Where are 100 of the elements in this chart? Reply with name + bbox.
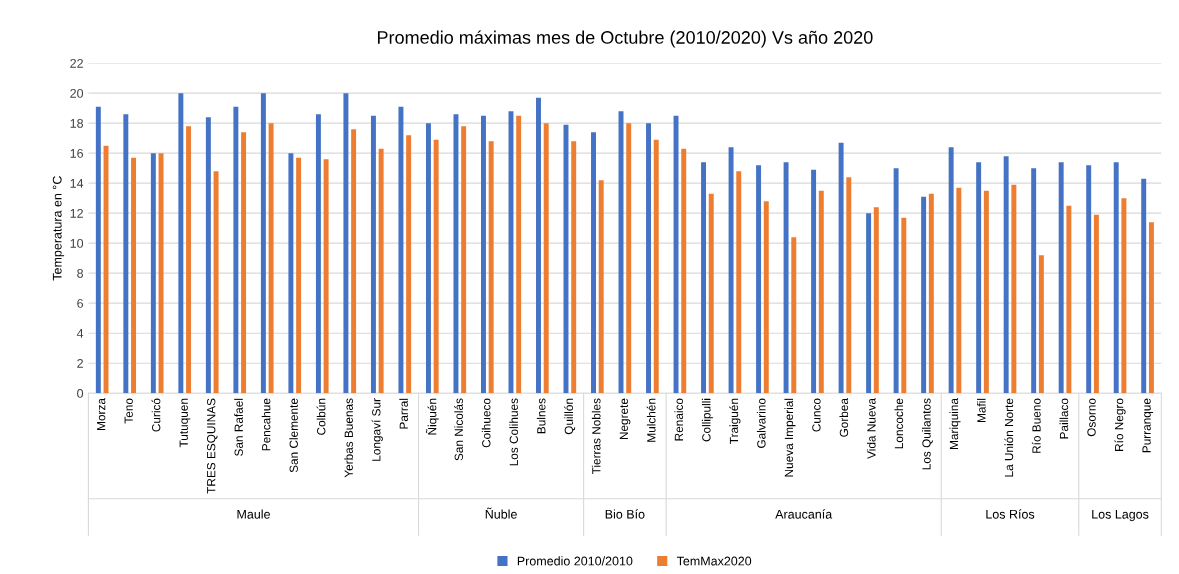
bar (453, 114, 459, 394)
bar (425, 123, 431, 394)
bar (571, 141, 577, 394)
bar (818, 190, 824, 394)
bar (728, 147, 734, 394)
bar (213, 171, 219, 394)
bar (646, 123, 651, 394)
x-tick-label: Osorno (1087, 398, 1096, 437)
bar (901, 217, 907, 394)
x-tick-label: TRES ESQUINAS (207, 398, 218, 494)
bar (186, 126, 192, 394)
y-tick-label: 12 (70, 208, 83, 218)
bar (921, 196, 927, 394)
x-tick-label: Tierras Nobles (591, 398, 601, 475)
bar (1148, 222, 1154, 394)
bar (1038, 255, 1044, 394)
x-tick-label: Nueva Imperial (784, 398, 796, 477)
x-tick-label: Gorbea (839, 398, 849, 437)
x-tick-label: Coihueco (481, 398, 491, 448)
y-tick-label: 8 (77, 268, 84, 278)
y-tick-label: 6 (77, 298, 84, 308)
x-tick-label: Colbún (316, 398, 326, 435)
bar (488, 141, 494, 394)
y-tick-label: 0 (77, 388, 84, 398)
bar (653, 139, 659, 394)
x-tick-label: Collipulli (701, 398, 713, 442)
bar (323, 159, 329, 394)
bar (268, 123, 274, 394)
y-tick-label: 18 (70, 118, 84, 128)
x-tick-label: San Rafael (234, 398, 243, 456)
text: Los Lagos (1092, 509, 1149, 522)
x-tick-label: Mulchén (646, 398, 656, 442)
bar (178, 93, 184, 394)
bar (791, 237, 797, 394)
bar (1011, 184, 1017, 394)
bar (131, 157, 137, 394)
bar (1086, 165, 1092, 394)
chart-title: Promedio máximas mes de Octubre (2010/2020) Vs año 2020 (377, 30, 873, 48)
x-tick-label: Renaico (674, 398, 684, 441)
bar (846, 177, 852, 394)
text: Maule (237, 509, 270, 519)
legend-label: TemMax2020 (676, 556, 752, 566)
x-tick-label: Yerbas Buenas (344, 398, 353, 478)
bar (315, 114, 321, 394)
bar (536, 97, 541, 394)
bar (123, 114, 129, 394)
bar (948, 147, 954, 394)
bar (241, 132, 247, 394)
bar (893, 168, 899, 394)
bar (516, 115, 522, 394)
bar (1121, 198, 1127, 394)
x-tick-label: Los Quilantos (921, 398, 933, 470)
x-tick-label: Río Bueno (1031, 398, 1041, 453)
x-tick-label: Longaví Sur (371, 398, 383, 461)
bar (838, 142, 844, 394)
y-tick-label: 20 (70, 88, 84, 98)
bar (956, 187, 962, 394)
x-tick-label: Río Negro (1114, 398, 1126, 451)
bar (406, 135, 412, 394)
bar (95, 106, 101, 394)
x-tick-label: La Unión Norte (1004, 398, 1014, 477)
bar (591, 132, 596, 394)
x-tick-label: Quillón (564, 398, 576, 435)
text: Bio Bío (605, 509, 645, 519)
bar (1113, 162, 1119, 394)
bar (681, 148, 687, 394)
x-tick-label: Curicó (151, 398, 161, 432)
y-tick-label: 4 (76, 329, 84, 338)
bar (928, 193, 934, 394)
bar (866, 213, 872, 394)
bar (433, 139, 439, 394)
y-axis-title: Temperatura en °C (52, 176, 65, 281)
y-tick-label: 22 (70, 58, 83, 68)
x-tick-label: Mariquina (949, 398, 961, 449)
bar (288, 153, 294, 394)
bar (873, 207, 879, 394)
x-tick-label: Bulnes (536, 398, 546, 434)
bar (701, 162, 707, 394)
bar (598, 180, 604, 394)
x-tick-label: Parral (399, 398, 408, 429)
x-tick-label: Teno (124, 398, 133, 424)
legend-label: Promedio 2010/2010 (517, 556, 633, 566)
x-tick-label: Purranque (1142, 398, 1154, 453)
bar (260, 93, 266, 394)
bar (398, 106, 404, 394)
bar (976, 162, 982, 394)
bar (736, 171, 742, 394)
bar (205, 117, 211, 394)
bar (150, 153, 156, 394)
bar (1093, 214, 1099, 394)
bar (543, 123, 549, 394)
bar (343, 93, 349, 394)
bar (233, 106, 239, 394)
bar (461, 126, 467, 394)
bar (158, 153, 164, 394)
x-tick-label: Loncoche (894, 398, 904, 449)
x-tick-label: Los Colihues (509, 398, 518, 466)
x-tick-label: Paillaco (1059, 398, 1069, 439)
x-tick-label: Mafil (977, 398, 986, 423)
bar (673, 115, 679, 394)
